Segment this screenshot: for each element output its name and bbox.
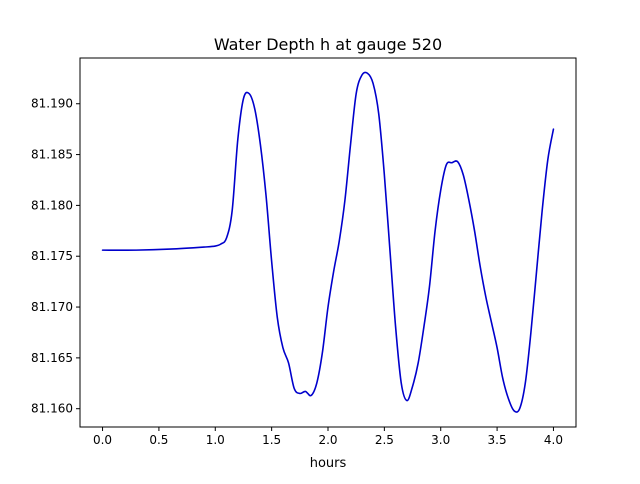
y-axis-ticks: 81.160 81.165 81.170 81.175 81.180 81.185 81.1… [31, 97, 80, 416]
y-tick-label: 81.175 [31, 249, 73, 263]
x-tick-label: 2.5 [375, 433, 394, 447]
x-tick-label: 3.5 [488, 433, 507, 447]
series-layer [101, 71, 555, 413]
x-tick-label: 2.0 [318, 433, 337, 447]
x-tick-label: 0.5 [149, 433, 168, 447]
y-tick-label: 81.190 [31, 97, 73, 111]
y-tick-label: 81.160 [31, 402, 73, 416]
x-tick-label: 1.0 [206, 433, 225, 447]
x-tick-label: 1.5 [262, 433, 281, 447]
chart-title: Water Depth h at gauge 520 [214, 35, 442, 54]
series-line [101, 71, 555, 413]
y-tick-label: 81.185 [31, 148, 73, 162]
x-tick-label: 0.0 [93, 433, 112, 447]
x-tick-label: 3.0 [431, 433, 450, 447]
x-tick-label: 4.0 [544, 433, 563, 447]
x-axis-ticks: 0.0 0.5 1.0 1.5 2.0 2.5 3.0 3.5 4.0 [93, 427, 563, 447]
x-axis-label: hours [310, 456, 347, 471]
y-tick-label: 81.180 [31, 198, 73, 212]
y-tick-label: 81.165 [31, 351, 73, 365]
y-tick-label: 81.170 [31, 300, 73, 314]
plot-frame [79, 57, 577, 428]
